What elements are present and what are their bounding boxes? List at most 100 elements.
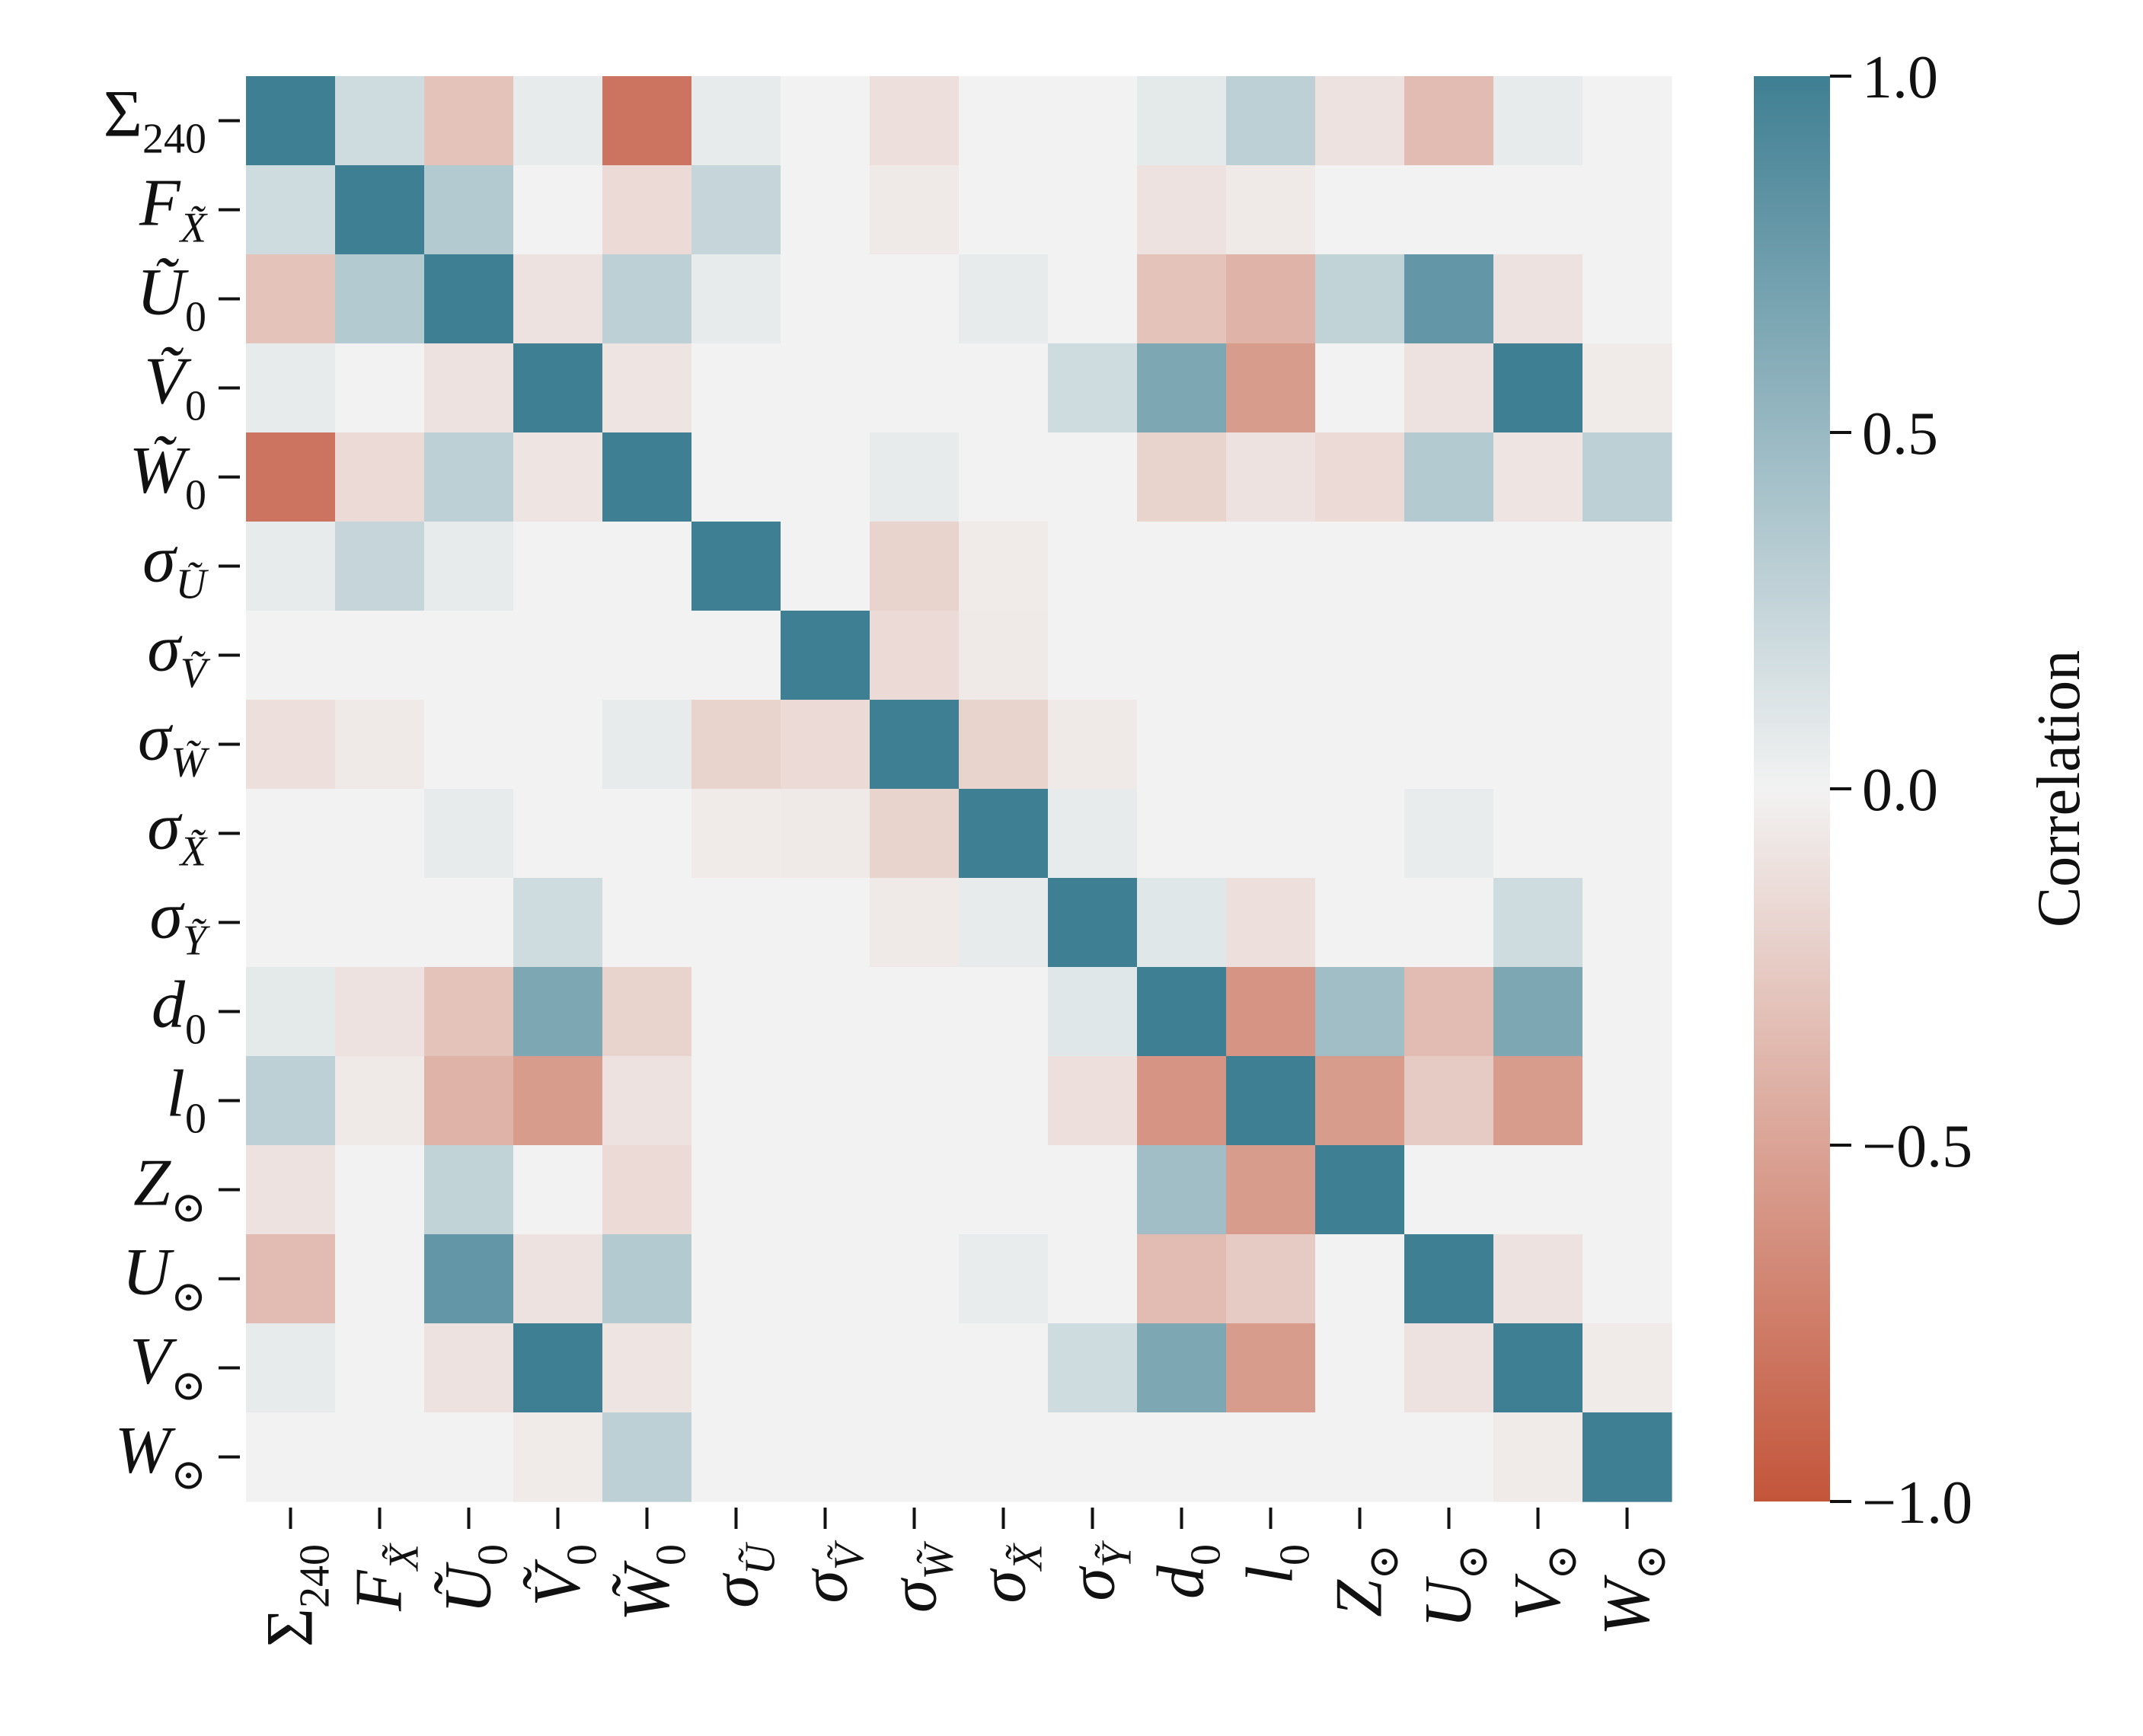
heatmap-cell — [1226, 165, 1316, 255]
heatmap-cell — [1048, 1234, 1138, 1324]
heatmap-cell — [424, 878, 514, 968]
heatmap-cell — [513, 1234, 603, 1324]
y-tick-label: σṼ — [147, 612, 210, 697]
heatmap-cell — [1226, 611, 1316, 700]
heatmap-cell — [513, 789, 603, 879]
heatmap-cell — [781, 1056, 870, 1146]
heatmap-cell — [959, 1145, 1049, 1235]
heatmap-cell — [246, 165, 336, 255]
heatmap-cell — [1493, 165, 1583, 255]
y-tick-label: σX̃ — [147, 790, 208, 876]
colorbar-label: Correlation — [2026, 650, 2093, 927]
heatmap-cell — [513, 611, 603, 700]
heatmap-cell — [691, 165, 781, 255]
heatmap-cell — [691, 76, 781, 166]
heatmap-cell — [959, 1234, 1049, 1324]
heatmap-cell — [1048, 254, 1138, 344]
colorbar-tick-label: −1.0 — [1862, 1470, 1972, 1537]
heatmap-cell — [959, 878, 1049, 968]
x-tick-label: Ṽ0 — [521, 1544, 606, 1607]
heatmap-cell — [335, 1234, 425, 1324]
heatmap-cell — [959, 611, 1049, 700]
heatmap-cell — [1315, 1323, 1405, 1413]
heatmap-cell — [1582, 700, 1672, 790]
heatmap-cell — [335, 432, 425, 522]
heatmap-cell — [870, 878, 960, 968]
heatmap-cell — [1226, 432, 1316, 522]
heatmap-cell — [781, 611, 870, 700]
heatmap-cell — [602, 789, 692, 879]
heatmap-cell — [335, 76, 425, 166]
heatmap-cell — [691, 1412, 781, 1502]
x-tick-label: W⊙ — [1590, 1544, 1675, 1635]
heatmap-cell — [1493, 700, 1583, 790]
heatmap-cell — [1493, 1412, 1583, 1502]
heatmap-cell — [602, 165, 692, 255]
heatmap-cell — [424, 343, 514, 433]
heatmap-cell — [959, 522, 1049, 611]
heatmap-cell — [602, 343, 692, 433]
heatmap-cell — [1315, 789, 1405, 879]
heatmap-cell — [246, 522, 336, 611]
heatmap-cell — [1404, 789, 1494, 879]
heatmap-cell — [691, 1234, 781, 1324]
heatmap-cell — [870, 432, 960, 522]
heatmap-cell — [335, 878, 425, 968]
heatmap-cell — [335, 522, 425, 611]
heatmap-cell — [424, 254, 514, 344]
heatmap-cell — [1048, 611, 1138, 700]
heatmap-cell — [1048, 967, 1138, 1057]
heatmap-cell — [1226, 1234, 1316, 1324]
heatmap-cell — [691, 1145, 781, 1235]
heatmap-cell — [1048, 1323, 1138, 1413]
heatmap-cell — [424, 611, 514, 700]
heatmap-cell — [246, 254, 336, 344]
heatmap-cell — [1493, 76, 1583, 166]
heatmap-cell — [691, 700, 781, 790]
heatmap-cell — [1582, 789, 1672, 879]
heatmap-cell — [1582, 1145, 1672, 1235]
heatmap-cell — [246, 700, 336, 790]
heatmap-cell — [870, 165, 960, 255]
heatmap-cell — [1048, 1145, 1138, 1235]
heatmap-cell — [1137, 254, 1227, 344]
heatmap-cell — [335, 967, 425, 1057]
heatmap-cell — [781, 343, 870, 433]
heatmap-cell — [1226, 1323, 1316, 1413]
heatmap-cell — [959, 165, 1049, 255]
heatmap-cell — [602, 432, 692, 522]
heatmap-cell — [691, 343, 781, 433]
heatmap-cell — [1048, 878, 1138, 968]
heatmap-cell — [1582, 522, 1672, 611]
heatmap-cell — [1404, 343, 1494, 433]
heatmap-cell — [781, 878, 870, 968]
y-tick-label: σW̃ — [138, 701, 209, 787]
heatmap-cell — [1582, 165, 1672, 255]
heatmap-cell — [1315, 1234, 1405, 1324]
y-tick-label: W⊙ — [115, 1414, 206, 1499]
y-tick-label: Ũ0 — [136, 256, 206, 341]
heatmap-cell — [959, 789, 1049, 879]
heatmap-cell — [781, 1412, 870, 1502]
heatmap-cell — [1137, 1234, 1227, 1324]
heatmap-cell — [1493, 254, 1583, 344]
heatmap-cell — [1315, 432, 1405, 522]
heatmap-cell — [1137, 432, 1227, 522]
colorbar-tick-label: 0.0 — [1862, 757, 1938, 824]
heatmap-cell — [513, 1145, 603, 1235]
heatmap-cell — [691, 432, 781, 522]
heatmap-cell — [1493, 1234, 1583, 1324]
heatmap-cell — [691, 522, 781, 611]
heatmap-cell — [602, 1056, 692, 1146]
heatmap-cell — [959, 1056, 1049, 1146]
heatmap-cell — [959, 700, 1049, 790]
heatmap-cell — [870, 700, 960, 790]
heatmap-cell — [870, 76, 960, 166]
heatmap-cell — [1137, 789, 1227, 879]
heatmap-cell — [1226, 789, 1316, 879]
heatmap-cell — [1048, 522, 1138, 611]
heatmap-cell — [602, 967, 692, 1057]
heatmap-cell — [691, 967, 781, 1057]
heatmap-cell — [1404, 611, 1494, 700]
